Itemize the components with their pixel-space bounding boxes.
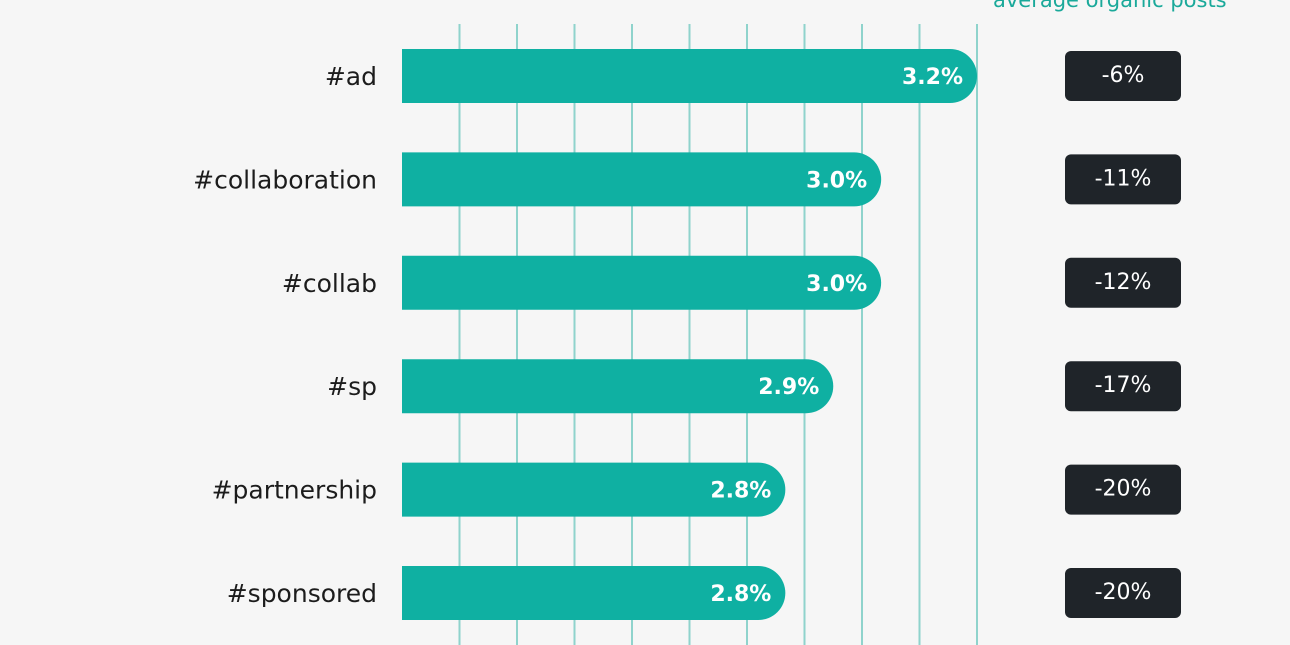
value-label: 2.8%	[710, 582, 771, 607]
comparison-value: -12%	[1095, 270, 1152, 295]
category-label: #collab	[282, 269, 377, 298]
comparison-column-title: average organic posts	[993, 0, 1227, 12]
comparison-badge	[1065, 154, 1181, 205]
value-label: 2.8%	[710, 479, 771, 504]
comparison-badge	[1065, 51, 1181, 101]
value-label: 3.0%	[806, 168, 867, 193]
comparison-value: -20%	[1095, 580, 1152, 605]
bar	[402, 462, 786, 517]
value-label: 3.2%	[902, 65, 963, 90]
comparison-value: -11%	[1095, 166, 1152, 191]
comparison-value: -6%	[1102, 63, 1145, 88]
category-label: #sp	[327, 372, 377, 401]
bar	[402, 255, 882, 310]
comparison-badge	[1065, 361, 1181, 412]
bar	[402, 566, 786, 620]
category-label: #collaboration	[193, 165, 377, 194]
category-label: #partnership	[212, 476, 377, 505]
bar	[402, 49, 977, 103]
comparison-badge	[1065, 568, 1181, 618]
value-label: 2.9%	[758, 375, 819, 400]
comparison-badge	[1065, 257, 1181, 308]
bar	[402, 152, 882, 207]
comparison-value: -20%	[1095, 477, 1152, 502]
category-label: #sponsored	[227, 579, 377, 608]
category-label: #ad	[325, 62, 377, 91]
comparison-value: -17%	[1095, 373, 1152, 398]
value-label: 3.0%	[806, 272, 867, 297]
bar	[402, 359, 834, 414]
comparison-badge	[1065, 464, 1181, 515]
